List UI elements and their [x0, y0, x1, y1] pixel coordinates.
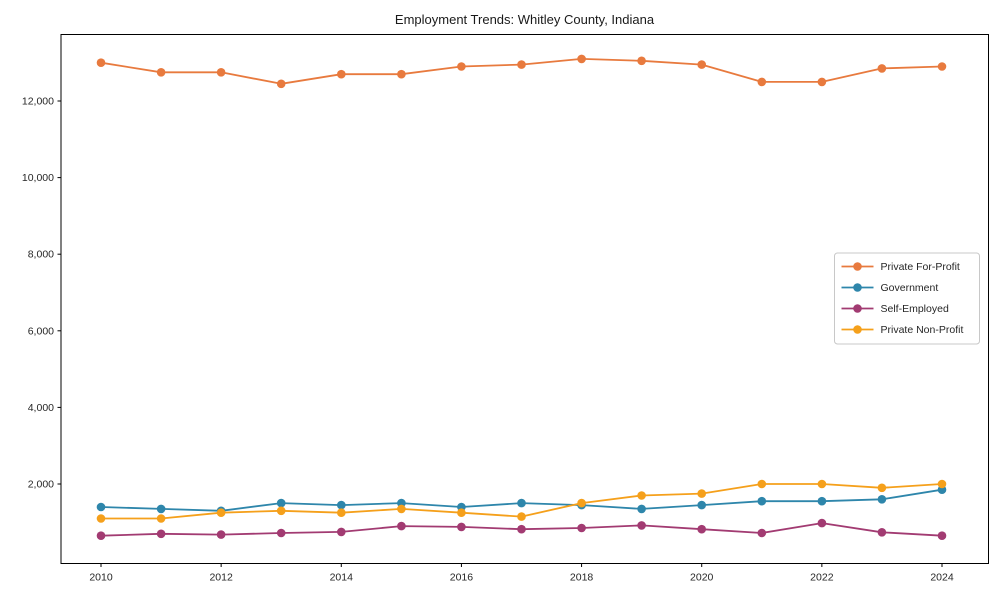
y-tick-label: 4,000 — [28, 402, 54, 414]
data-point-private-non-profit — [276, 506, 286, 516]
data-point-private-for-profit — [937, 62, 947, 71]
y-tick-label: 2,000 — [28, 479, 54, 491]
legend-label: Private For-Profit — [881, 261, 960, 273]
data-point-self-employed — [457, 522, 466, 532]
data-point-self-employed — [96, 531, 106, 540]
data-point-government — [337, 500, 346, 510]
data-point-self-employed — [697, 524, 706, 534]
data-point-government — [817, 496, 827, 506]
x-tick-label: 2020 — [690, 572, 714, 584]
x-tick-label: 2018 — [570, 572, 594, 584]
legend-marker-icon — [853, 283, 862, 292]
x-tick-label: 2024 — [930, 572, 954, 584]
data-point-government — [276, 498, 286, 508]
data-point-private-non-profit — [577, 498, 586, 508]
data-point-self-employed — [276, 528, 286, 538]
data-point-private-for-profit — [757, 77, 767, 87]
data-point-private-for-profit — [337, 69, 346, 79]
legend-label: Government — [881, 282, 939, 294]
data-point-self-employed — [156, 529, 166, 539]
legend-label: Self-Employed — [881, 303, 949, 315]
data-point-self-employed — [937, 531, 947, 540]
data-point-government — [517, 498, 526, 508]
chart-title: Employment Trends: Whitley County, India… — [395, 12, 655, 27]
data-point-self-employed — [817, 518, 827, 528]
plot-area: 2,000 4,000 6,000 8,000 10,000 12,000 2010 2012… — [22, 34, 989, 584]
y-tick-label: 12,000 — [22, 96, 54, 108]
legend-item: Self-Employed — [841, 303, 949, 315]
data-point-self-employed — [397, 521, 406, 531]
legend-marker-icon — [853, 304, 862, 313]
data-point-private-non-profit — [397, 504, 406, 514]
data-point-government — [156, 504, 166, 514]
y-tick-label: 8,000 — [28, 249, 54, 261]
data-point-private-for-profit — [817, 77, 827, 87]
y-tick-label: 10,000 — [22, 172, 54, 184]
data-point-private-non-profit — [337, 508, 346, 517]
data-point-private-non-profit — [697, 489, 706, 498]
data-point-self-employed — [577, 523, 586, 533]
legend-marker-icon — [853, 325, 862, 334]
data-point-private-for-profit — [517, 60, 526, 69]
data-point-private-non-profit — [96, 514, 106, 523]
data-point-private-non-profit — [877, 483, 887, 493]
data-point-private-for-profit — [457, 62, 466, 71]
data-point-private-for-profit — [577, 54, 586, 64]
data-point-private-non-profit — [517, 512, 526, 521]
data-point-private-for-profit — [156, 68, 166, 77]
data-point-private-non-profit — [637, 491, 646, 500]
data-point-self-employed — [877, 528, 887, 537]
x-tick-label: 2014 — [330, 572, 354, 584]
data-point-private-for-profit — [397, 69, 406, 79]
x-tick-label: 2022 — [810, 572, 834, 584]
legend: Private For-Profit Government Self-Employe… — [834, 252, 980, 345]
data-point-private-non-profit — [757, 479, 767, 489]
legend-item: Private Non-Profit — [841, 324, 964, 336]
data-point-private-non-profit — [817, 479, 827, 489]
legend-label: Private Non-Profit — [881, 324, 964, 336]
data-point-self-employed — [757, 528, 767, 538]
data-point-government — [96, 502, 106, 512]
data-point-private-for-profit — [877, 64, 887, 73]
legend-item: Private For-Profit — [841, 261, 960, 273]
legend-item: Government — [841, 282, 939, 294]
data-point-government — [697, 500, 706, 510]
data-point-private-for-profit — [216, 68, 226, 77]
y-tick-label: 6,000 — [28, 325, 54, 337]
x-tick-label: 2012 — [209, 572, 233, 584]
data-point-private-for-profit — [697, 60, 706, 69]
data-point-self-employed — [216, 530, 226, 539]
x-tick-label: 2016 — [450, 572, 474, 584]
data-point-private-non-profit — [216, 508, 226, 517]
data-point-self-employed — [517, 524, 526, 534]
data-point-self-employed — [337, 527, 346, 537]
data-point-private-for-profit — [96, 58, 106, 67]
x-tick-label: 2010 — [89, 572, 113, 584]
data-point-private-non-profit — [156, 514, 166, 523]
legend-marker-icon — [853, 262, 862, 271]
plot-border — [60, 34, 989, 564]
data-point-private-non-profit — [937, 479, 947, 489]
data-point-private-non-profit — [457, 508, 466, 517]
data-point-government — [757, 496, 767, 506]
data-point-private-for-profit — [637, 56, 646, 66]
data-point-government — [637, 504, 646, 514]
legend-box — [834, 252, 980, 345]
data-point-self-employed — [637, 521, 646, 530]
data-point-private-for-profit — [276, 79, 286, 89]
data-point-government — [877, 495, 887, 504]
